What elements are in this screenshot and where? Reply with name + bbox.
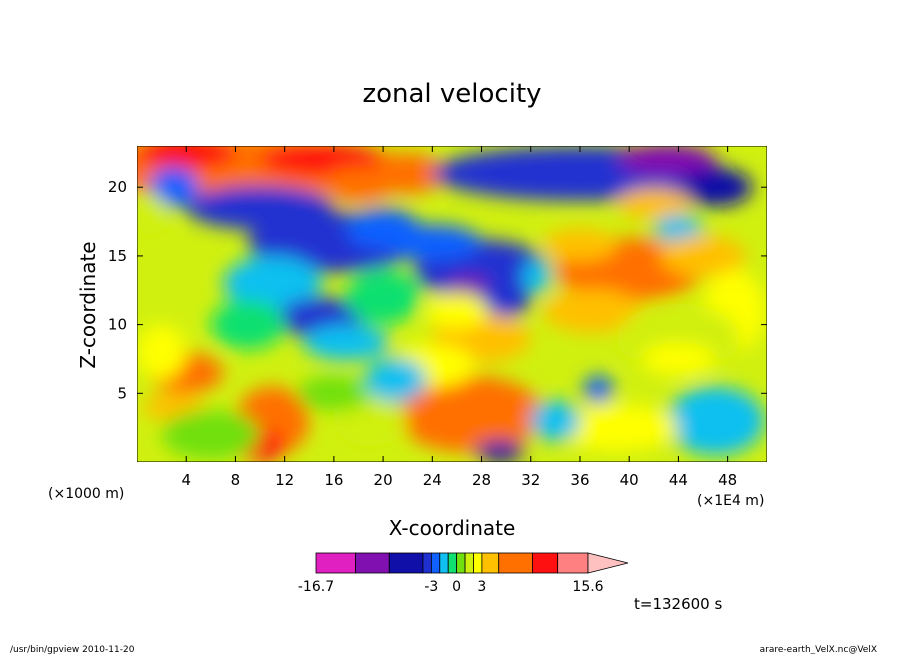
velocity-region (346, 269, 421, 325)
velocity-region (616, 188, 691, 219)
velocity-region (543, 228, 617, 262)
y-tick-label: 15 (108, 247, 127, 265)
colorbar-segment (557, 552, 589, 574)
x-tick-label: 20 (374, 471, 393, 489)
time-label: t=132600 s (634, 595, 722, 613)
x-tick-label: 16 (324, 471, 343, 489)
velocity-region (161, 409, 261, 460)
x-tick-label: 32 (521, 471, 540, 489)
colorbar-segment (532, 552, 559, 574)
x-tick-label: 48 (718, 471, 737, 489)
x-tick-label: 40 (620, 471, 639, 489)
plot-area (137, 146, 767, 462)
velocity-region (395, 375, 544, 453)
y-tick-label: 20 (108, 178, 127, 196)
velocity-region (481, 276, 531, 318)
velocity-region (641, 342, 716, 376)
colorbar-segment (498, 552, 533, 574)
colorbar-label: 15.6 (572, 579, 603, 595)
x-tick-label: 36 (570, 471, 589, 489)
colorbar-segment (473, 552, 483, 574)
colorbar-label: 0 (452, 579, 461, 595)
footer-left: /usr/bin/gpview 2010-11-20 (10, 645, 135, 654)
velocity-region (583, 375, 614, 403)
y-axis-title: Z-coordinate (76, 241, 100, 368)
colorbar (315, 552, 629, 574)
velocity-region (522, 260, 552, 294)
y-tick-label: 10 (108, 316, 127, 334)
velocity-region (137, 194, 168, 236)
velocity-region (137, 146, 236, 170)
x-unit-left: (×1000 m) (48, 486, 124, 502)
velocity-region (678, 167, 753, 207)
x-axis-title: X-coordinate (389, 516, 516, 540)
velocity-region (616, 146, 716, 177)
x-tick-label: 12 (275, 471, 294, 489)
velocity-region (653, 214, 704, 243)
colorbar-arrow (587, 552, 629, 574)
x-tick-label: 4 (181, 471, 191, 489)
chart-title: zonal velocity (362, 79, 541, 109)
velocity-region (555, 404, 679, 452)
velocity-region (210, 299, 285, 350)
colorbar-segment (355, 552, 390, 574)
x-unit-right: (×1E4 m) (697, 493, 764, 509)
colorbar-segment (481, 552, 500, 574)
colorbar-segment (430, 552, 441, 574)
velocity-region (530, 400, 580, 442)
x-tick-label: 28 (472, 471, 491, 489)
colorbar-label: -3 (424, 579, 438, 595)
velocity-region (364, 357, 427, 402)
x-tick-label: 8 (231, 471, 241, 489)
colorbar-label: -16.7 (298, 579, 334, 595)
colorbar-label: 3 (477, 579, 486, 595)
velocity-region (666, 386, 765, 456)
velocity-region (296, 375, 371, 412)
velocity-region (543, 288, 642, 333)
velocity-region (475, 440, 525, 462)
colorbar-segment (422, 552, 432, 574)
velocity-region (149, 166, 199, 208)
colorbar-segment (464, 552, 474, 574)
x-tick-label: 24 (423, 471, 442, 489)
x-tick-label: 44 (669, 471, 688, 489)
velocity-region (137, 324, 187, 380)
velocity-region (370, 152, 445, 195)
colorbar-segment (315, 552, 356, 574)
y-tick-label: 5 (117, 384, 127, 402)
colorbar-segment (456, 552, 466, 574)
colorbar-segment (447, 552, 458, 574)
velocity-region (426, 293, 488, 329)
velocity-region (303, 324, 390, 361)
colorbar-segment (439, 552, 449, 574)
velocity-region (383, 224, 482, 261)
footer-right: arare-earth_VelX.nc@VelX (760, 645, 877, 654)
velocity-region (659, 235, 747, 277)
colorbar-segment (388, 552, 424, 574)
velocity-region (223, 255, 322, 311)
